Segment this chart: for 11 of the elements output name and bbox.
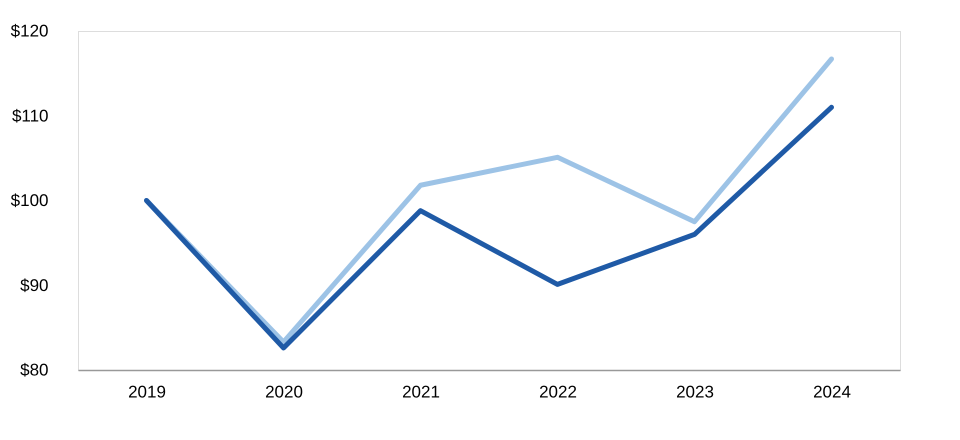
x-tick-label: 2023 (676, 382, 714, 402)
x-tick-label: 2021 (402, 382, 440, 402)
y-tick-label: $80 (20, 360, 48, 380)
x-tick-label: 2022 (539, 382, 577, 402)
y-tick-label: $90 (20, 276, 48, 295)
x-tick-label: 2020 (265, 382, 303, 402)
y-tick-label: $100 (10, 191, 48, 210)
x-tick-label: 2019 (128, 382, 166, 402)
x-tick-label: 2024 (813, 382, 851, 402)
y-tick-label: $110 (12, 106, 48, 126)
y-tick-label: $120 (10, 22, 48, 40)
